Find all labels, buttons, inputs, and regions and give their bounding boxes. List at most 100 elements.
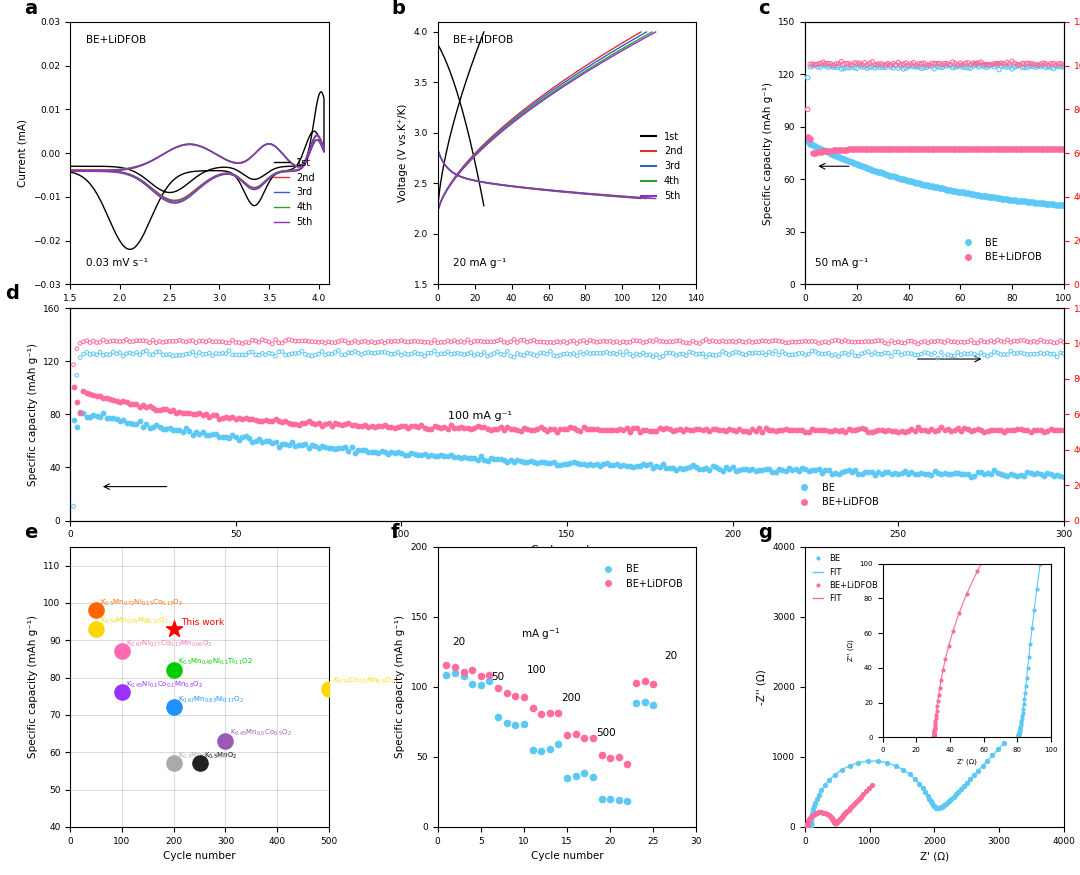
Point [98, 411, 116, 425]
Point [313, 439, 330, 453]
Point [856, 60, 874, 74]
Point [861, 56, 878, 70]
Point [827, 816, 845, 829]
Point [1025, 334, 1042, 348]
Point [287, 416, 305, 430]
Point [797, 425, 814, 439]
Point [949, 785, 967, 799]
Point [828, 815, 846, 829]
Point [489, 333, 507, 347]
Point [807, 796, 824, 810]
Point [850, 349, 867, 363]
Point [685, 346, 702, 360]
Point [1012, 468, 1029, 482]
Point [449, 346, 467, 360]
Point [943, 792, 960, 806]
Point [549, 334, 566, 348]
Point [177, 406, 194, 420]
Point [859, 142, 876, 156]
Point [131, 347, 148, 361]
Point [320, 416, 337, 430]
Point [809, 60, 826, 74]
Point [994, 142, 1011, 156]
Point [257, 434, 274, 448]
Point [585, 346, 603, 360]
Point [114, 334, 132, 348]
Point [585, 334, 603, 348]
Point [1044, 57, 1062, 71]
Point [605, 346, 622, 360]
Point [885, 61, 902, 75]
Point [801, 132, 819, 146]
Point [839, 804, 856, 818]
4th [154, 150, 167, 161]
Point [291, 417, 308, 431]
Point [369, 445, 387, 459]
Point [747, 424, 765, 438]
Point [165, 700, 183, 714]
Point [957, 186, 974, 200]
Point [171, 424, 188, 438]
Point [323, 441, 340, 455]
Point [624, 349, 642, 363]
Point [883, 466, 901, 480]
Point [111, 334, 129, 348]
Point [890, 171, 907, 185]
Point [227, 412, 244, 426]
Point [102, 410, 119, 424]
Point [717, 424, 734, 438]
Point [1039, 424, 1056, 438]
Point [138, 417, 156, 431]
Point [446, 346, 463, 360]
Point [396, 448, 414, 462]
Point [589, 335, 606, 349]
Point [806, 800, 823, 814]
Point [805, 146, 822, 160]
Point [939, 142, 956, 156]
Point [998, 142, 1015, 156]
Point [1050, 198, 1067, 212]
Point [432, 421, 449, 435]
Point [863, 424, 880, 438]
Point [801, 820, 819, 834]
Point [798, 820, 815, 834]
Point [400, 335, 417, 349]
Point [798, 819, 815, 833]
Point [161, 404, 178, 418]
Point [969, 349, 986, 363]
Point [475, 453, 492, 467]
Point [671, 461, 688, 475]
Point [71, 406, 89, 420]
Point [1018, 424, 1036, 438]
Point [843, 465, 861, 479]
Point [890, 335, 907, 349]
Point [581, 333, 598, 347]
Point [1045, 424, 1063, 438]
Point [897, 56, 915, 70]
Point [754, 425, 771, 439]
Point [986, 424, 1003, 438]
Point [300, 348, 318, 362]
Point [323, 347, 340, 361]
Point [929, 801, 946, 815]
Point [933, 334, 950, 348]
Point [502, 453, 519, 467]
Point [499, 420, 516, 434]
Point [638, 335, 656, 349]
Point [350, 346, 367, 360]
Point [900, 60, 917, 74]
Point [916, 423, 933, 437]
Point [833, 55, 850, 69]
Point [347, 345, 364, 359]
4th [311, 135, 324, 145]
Point [525, 456, 542, 470]
Point [903, 334, 920, 348]
Point [959, 61, 976, 75]
Point [238, 410, 255, 424]
Point [900, 58, 917, 72]
Point [801, 820, 819, 834]
Point [969, 465, 986, 479]
Point [823, 466, 840, 480]
Point [877, 60, 894, 74]
Point [518, 422, 536, 436]
